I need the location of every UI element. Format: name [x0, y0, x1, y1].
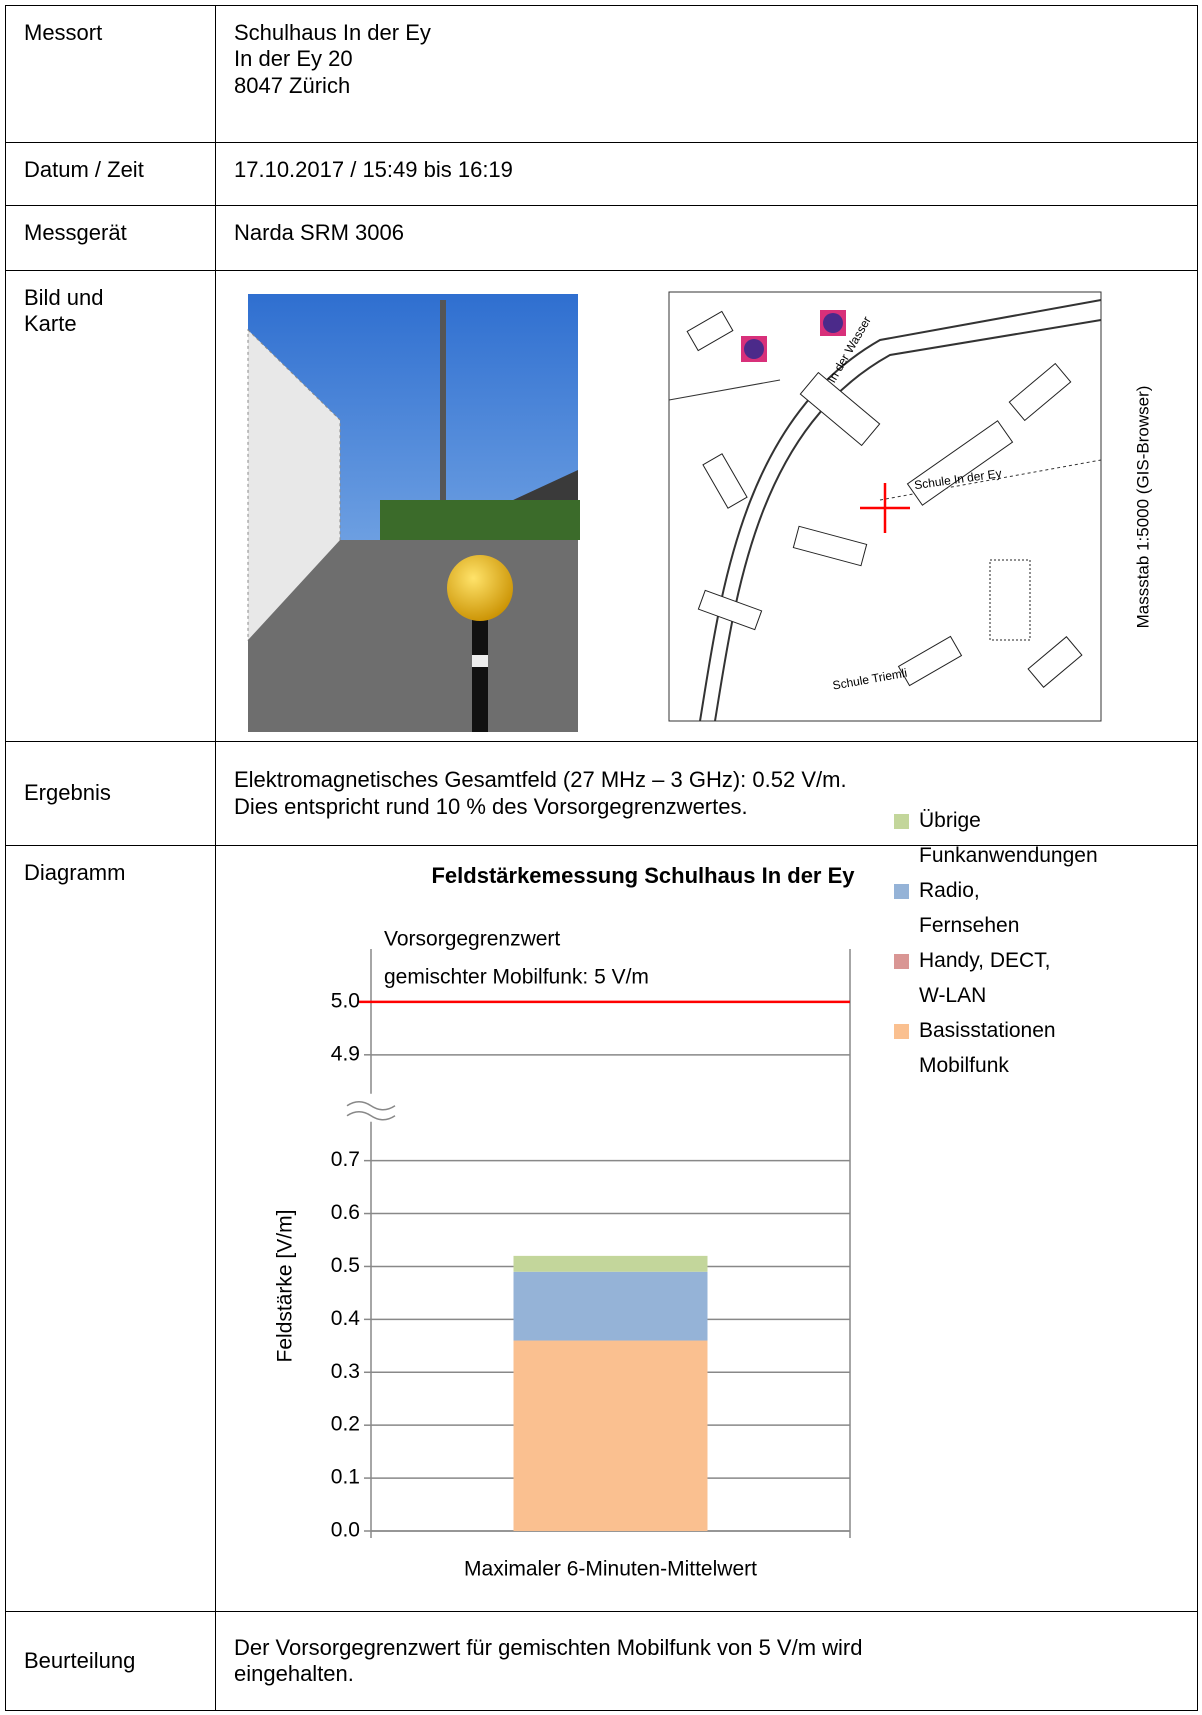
- legend-swatch: [894, 884, 909, 899]
- table-row: Messort Schulhaus In der Ey In der Ey 20 80…: [5, 5, 1198, 143]
- legend-label: Radio, Fernsehen: [919, 879, 1020, 937]
- row-label: Ergebnis: [24, 780, 111, 806]
- bar-segment: [513, 1271, 708, 1341]
- legend-entry: Radio, Fernsehen: [894, 873, 1179, 943]
- row-label: Datum / Zeit: [24, 157, 144, 182]
- row-content: Elektromagnetisches Gesamtfeld (27 MHz –…: [234, 767, 847, 793]
- y-tick-label: 0.0: [331, 1519, 360, 1542]
- legend-label: Übrige Funkanwendungen: [919, 809, 1098, 867]
- table-row: Messgerät Narda SRM 3006: [5, 205, 1198, 271]
- y-tick-label: 0.7: [331, 1148, 360, 1171]
- row-content: eingehalten.: [234, 1661, 354, 1686]
- legend-swatch: [894, 814, 909, 829]
- x-tick-label: Maximaler 6-Minuten-Mittelwert: [464, 1558, 757, 1581]
- y-tick-label: 0.2: [331, 1413, 360, 1436]
- row-label: Karte: [24, 311, 77, 337]
- y-axis-label: Feldstärke [V/m]: [274, 1210, 297, 1363]
- bar-segment: [513, 1255, 708, 1272]
- limit-label: gemischter Mobilfunk: 5 V/m: [384, 966, 649, 989]
- table-row: Ergebnis Elektromagnetisches Gesamtfeld (…: [5, 741, 1198, 846]
- row-label: Diagramm: [24, 860, 126, 885]
- row-label-cell: Diagramm: [5, 845, 216, 1612]
- row-content: Der Vorsorgegrenzwert für gemischten Mob…: [234, 1634, 863, 1660]
- row-label: Messgerät: [24, 220, 127, 245]
- row-label: Beurteilung: [24, 1647, 136, 1673]
- row-label: Messort: [24, 20, 103, 45]
- y-tick-label: 4.9: [331, 1042, 360, 1065]
- row-label-cell: Ergebnis: [5, 741, 216, 846]
- row-label-cell: Messgerät: [5, 205, 216, 271]
- row-content: 8047 Zürich: [234, 72, 351, 98]
- row-content: In der Ey 20: [234, 46, 353, 72]
- row-content-cell: Narda SRM 3006: [215, 205, 1198, 271]
- chart-title: Feldstärkemessung Schulhaus In der Ey: [431, 863, 855, 888]
- legend-entry: Übrige Funkanwendungen: [894, 803, 1179, 873]
- photo: [247, 294, 580, 732]
- row-content: Schulhaus In der Ey: [234, 20, 431, 45]
- row-content: Dies entspricht rund 10 % des Vorsorgegr…: [234, 793, 748, 819]
- legend-label: Handy, DECT, W-LAN: [919, 949, 1051, 1007]
- y-tick-label: 0.6: [331, 1201, 360, 1224]
- y-tick-label: 5.0: [331, 989, 360, 1012]
- map-caption: Massstab 1:5000 (GIS-Browser): [1133, 386, 1152, 629]
- row-content-cell: Der Vorsorgegrenzwert für gemischten Mob…: [215, 1611, 1198, 1711]
- row-content: 17.10.2017 / 15:49 bis 16:19: [234, 157, 513, 182]
- row-content-cell: Elektromagnetisches Gesamtfeld (27 MHz –…: [215, 741, 1198, 846]
- legend-swatch: [894, 954, 909, 969]
- legend-swatch: [894, 1024, 909, 1039]
- limit-label: Vorsorgegrenzwert: [384, 928, 560, 951]
- y-tick-label: 0.4: [331, 1307, 361, 1330]
- row-content-cell: Schulhaus In der Ey In der Ey 20 8047 Züri…: [215, 5, 1198, 143]
- legend-entry: Basisstationen Mobilfunk: [894, 1013, 1179, 1083]
- row-label-cell: Messort: [5, 5, 216, 143]
- row-label-cell: Datum / Zeit: [5, 142, 216, 206]
- axis-break: [346, 1100, 396, 1111]
- legend-label: Basisstationen Mobilfunk: [919, 1019, 1056, 1077]
- bar-segment: [513, 1340, 708, 1531]
- row-label: Bild und: [24, 285, 104, 310]
- legend-entry: Handy, DECT, W-LAN: [894, 943, 1179, 1013]
- map: [668, 291, 1102, 722]
- y-tick-label: 0.1: [331, 1466, 360, 1489]
- row-label-cell: Beurteilung: [5, 1611, 216, 1711]
- y-tick-label: 0.5: [331, 1254, 360, 1277]
- row-content: Narda SRM 3006: [234, 220, 404, 245]
- y-tick-label: 0.3: [331, 1360, 360, 1383]
- table-row: Beurteilung Der Vorsorgegrenzwert für gem…: [5, 1611, 1198, 1711]
- axis-break: [346, 1110, 396, 1121]
